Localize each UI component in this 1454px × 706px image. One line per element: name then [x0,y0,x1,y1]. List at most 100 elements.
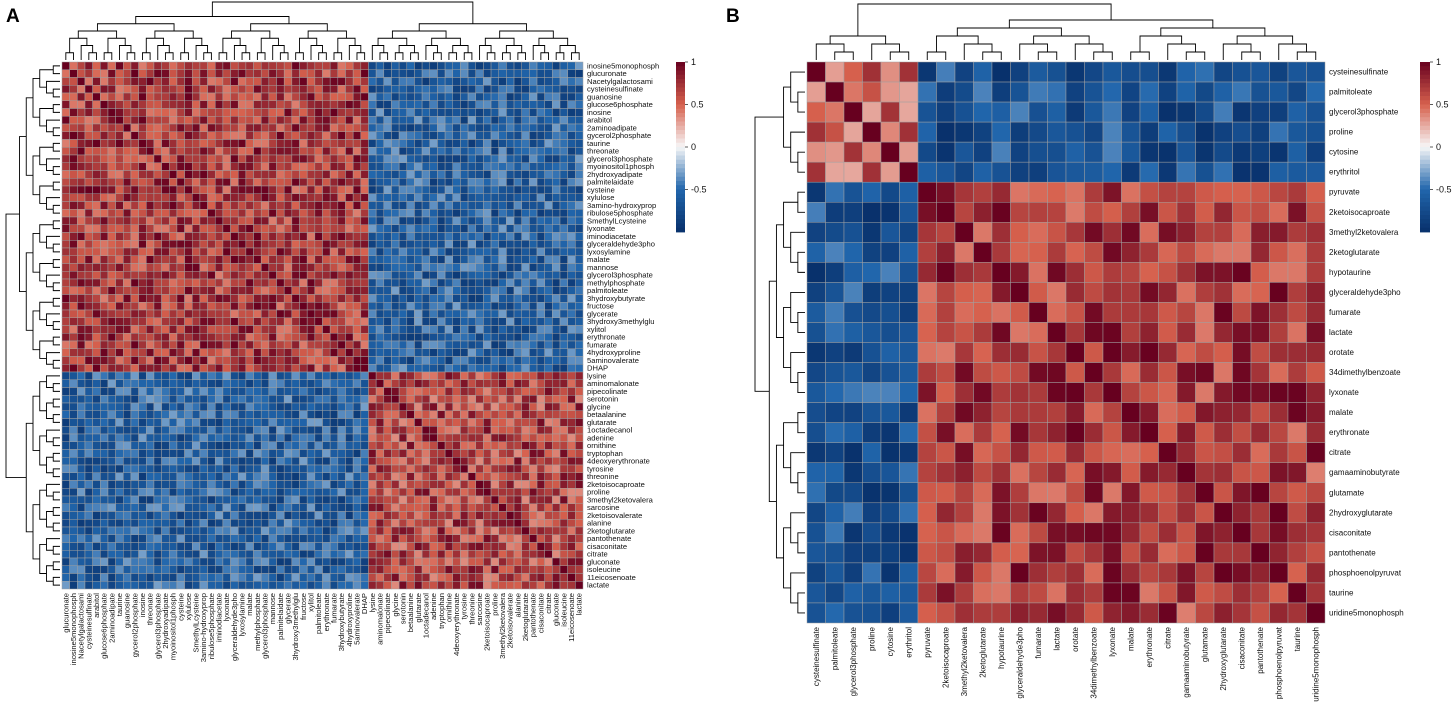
heatmap-cell [245,457,254,466]
heatmap-cell [207,162,216,171]
heatmap-cell [61,100,70,109]
dendrogram-branch [540,52,549,60]
heatmap-cell [368,519,377,528]
heatmap-cell [421,286,431,295]
heatmap-cell [107,139,116,148]
heatmap-cell [253,224,262,233]
heatmap-cell [360,139,369,148]
heatmap-cell [360,294,369,303]
heatmap-cell [138,534,147,543]
heatmap-cell [283,472,293,481]
heatmap-cell [544,557,553,566]
heatmap-cell [214,387,224,396]
heatmap-cell [391,348,400,357]
heatmap-cell [184,495,193,504]
heatmap-cell [444,333,453,342]
heatmap-cell [383,317,392,326]
heatmap-cell [536,123,545,132]
heatmap-cell [954,81,974,103]
heatmap-cell [306,526,316,535]
heatmap-cell [452,123,461,132]
heatmap-cell [506,69,515,78]
heatmap-cell [521,526,530,535]
heatmap-cell [437,565,446,574]
heatmap-cell [322,216,331,225]
heatmap-cell [153,286,162,295]
heatmap-cell [559,232,568,241]
heatmap-cell [77,131,86,140]
heatmap-cell [245,565,254,574]
heatmap-cell [207,550,216,559]
heatmap-cell [92,201,101,210]
heatmap-cell [291,286,300,295]
heatmap-cell [345,418,354,427]
heatmap-cell [230,92,239,101]
heatmap-cell [84,61,93,70]
heatmap-cell [375,162,385,171]
heatmap-cell [406,418,415,427]
heatmap-cell [237,224,247,233]
heatmap-cell [61,123,70,132]
dendrogram-branch [32,310,40,351]
heatmap-cell [444,495,453,504]
heatmap-cell [437,503,446,512]
heatmap-cell [421,426,431,435]
heatmap-cell [521,503,530,512]
heatmap-cell [414,495,423,504]
heatmap-cell [314,278,323,287]
heatmap-cell [421,387,431,396]
heatmap-cell [329,100,339,109]
heatmap-cell [368,100,377,109]
heatmap-cell [513,418,522,427]
heatmap-cell [375,131,385,140]
heatmap-cell [291,193,300,202]
heatmap-cell [383,340,392,349]
heatmap-cell [452,302,461,311]
heatmap-cell [475,108,484,117]
heatmap-cell [253,503,262,512]
heatmap-cell [253,457,262,466]
heatmap-cell [575,333,584,342]
heatmap-cell [230,201,239,210]
heatmap-cell [199,542,208,551]
dendrogram-branch [195,45,209,60]
heatmap-cell [169,402,178,411]
heatmap-cell [237,340,247,349]
heatmap-cell [276,557,285,566]
heatmap-cell [460,247,469,256]
heatmap-cell [406,77,415,86]
heatmap-cell [77,294,86,303]
heatmap-cell [138,309,147,318]
heatmap-cell [536,356,545,365]
heatmap-cell [391,216,400,225]
heatmap-cell [368,534,377,543]
heatmap-cell [184,565,193,574]
dendrogram-branch [46,158,60,171]
heatmap-cell [506,511,515,520]
heatmap-cell [490,503,499,512]
heatmap-cell [406,178,415,187]
heatmap-cell [345,216,354,225]
heatmap-cell [291,240,300,249]
heatmap-cell [184,224,193,233]
heatmap-cell [199,108,208,117]
heatmap-cell [69,333,78,342]
heatmap-cell [391,464,400,473]
heatmap-cell [222,263,231,272]
heatmap-cell [260,333,270,342]
heatmap-cell [299,77,308,86]
heatmap-cell [253,131,262,140]
heatmap-cell [314,565,323,574]
heatmap-cell [291,178,300,187]
heatmap-cell [169,526,178,535]
heatmap-cell [391,302,400,311]
heatmap-cell [245,557,254,566]
column-label: proline [490,593,499,616]
heatmap-cell [544,224,553,233]
heatmap-cell [506,410,515,419]
dendrogram-branch [295,52,304,60]
heatmap-cell [276,131,285,140]
heatmap-cell [138,402,147,411]
heatmap-cell [184,271,193,280]
heatmap-cell [176,480,185,489]
